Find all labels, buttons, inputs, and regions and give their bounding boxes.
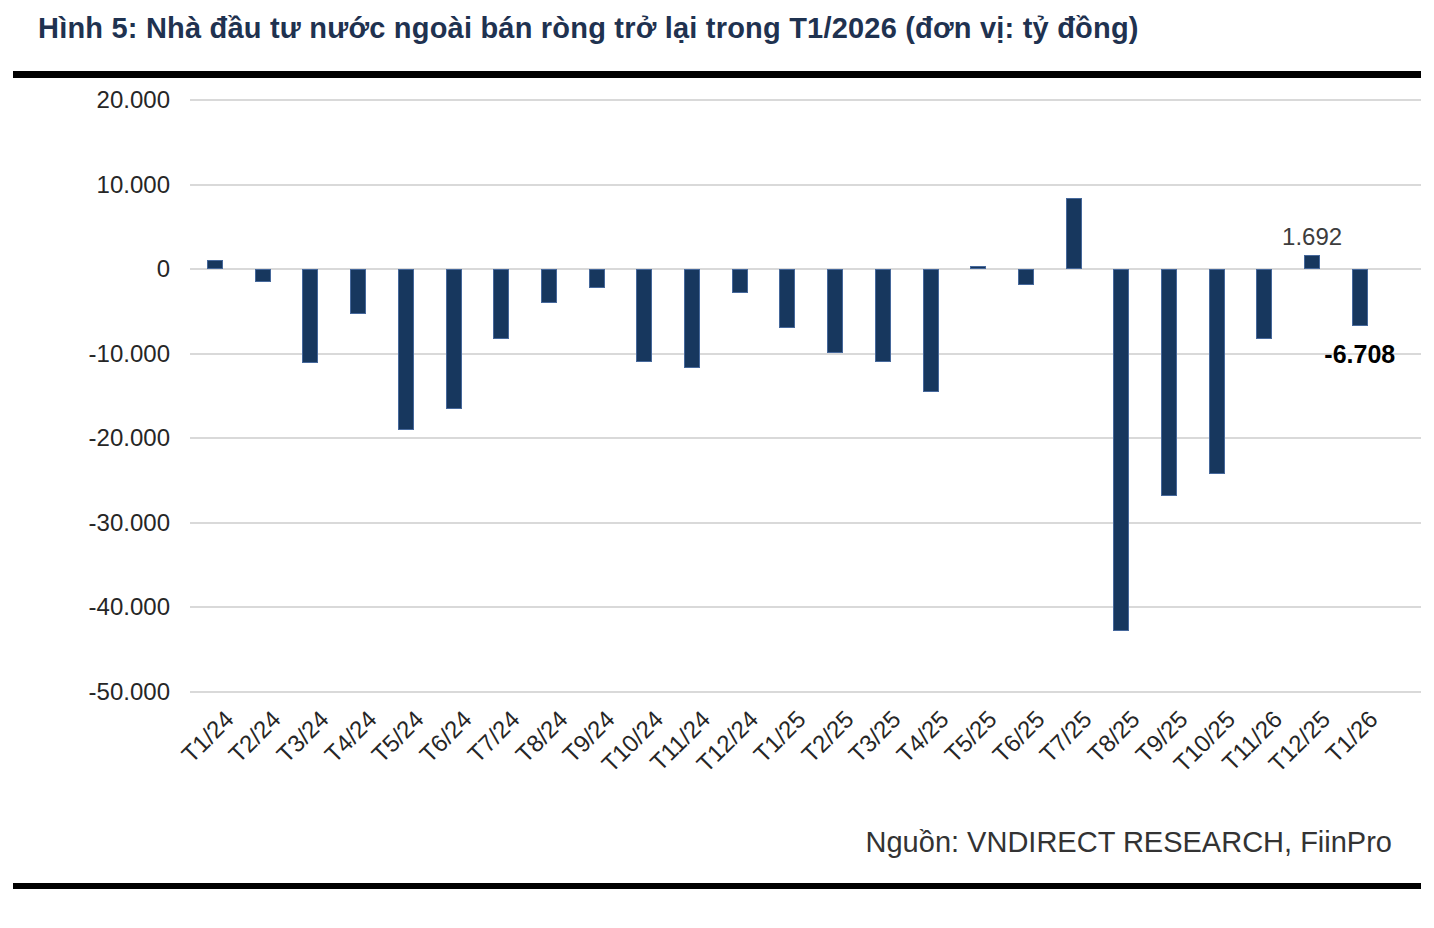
bar-T1/25[interactable] [779, 269, 795, 328]
bar-T12/24[interactable] [732, 269, 748, 293]
bar-T5/25[interactable] [970, 266, 986, 269]
figure-title: Hình 5: Nhà đầu tư nước ngoài bán ròng t… [38, 12, 1139, 45]
gridline [190, 268, 1421, 270]
bar-T1/24[interactable] [207, 260, 223, 269]
gridline [190, 606, 1421, 608]
source-credit: Nguồn: VNDIRECT RESEARCH, FiinPro [866, 826, 1392, 859]
gridline [190, 522, 1421, 524]
x-axis-tick-label: T2/24 [224, 706, 286, 768]
foreign-net-flow-bar-chart: 20.000 10.000 0 -10.000 -20.000 -30.000 -40.00… [0, 78, 1434, 818]
y-axis-tick-label: 0 [20, 254, 170, 284]
gridline [190, 691, 1421, 693]
data-label-T1/26: -6.708 [1324, 340, 1395, 369]
bar-T4/25[interactable] [923, 269, 939, 392]
bar-T3/25[interactable] [875, 269, 891, 362]
bottom-divider [13, 883, 1421, 889]
bar-T4/24[interactable] [350, 269, 366, 314]
bar-T8/24[interactable] [541, 269, 557, 303]
bar-T10/24[interactable] [636, 269, 652, 362]
data-label-T12/25: 1.692 [1282, 223, 1342, 251]
bar-T8/25[interactable] [1113, 269, 1129, 631]
x-axis-tick-label: T4/24 [320, 706, 382, 768]
gridline [190, 184, 1421, 186]
top-divider [13, 71, 1421, 78]
y-axis-tick-label: -50.000 [20, 677, 170, 707]
figure-page: Hình 5: Nhà đầu tư nước ngoài bán ròng t… [0, 0, 1434, 928]
bar-T1/26[interactable] [1352, 269, 1368, 326]
y-axis-tick-label: -40.000 [20, 592, 170, 622]
y-axis-tick-label: -30.000 [20, 508, 170, 538]
y-axis-tick-label: -10.000 [20, 339, 170, 369]
bar-T6/24[interactable] [446, 269, 462, 409]
bar-T2/24[interactable] [255, 269, 271, 282]
bar-T3/24[interactable] [302, 269, 318, 363]
gridline [190, 99, 1421, 101]
gridline [190, 353, 1421, 355]
x-axis-tick-label: T1/24 [177, 706, 239, 768]
x-axis-tick-label: T7/25 [1035, 706, 1097, 768]
bar-T11/26[interactable] [1256, 269, 1272, 339]
x-axis-tick-label: T7/24 [463, 706, 525, 768]
bar-T10/25[interactable] [1209, 269, 1225, 474]
bar-T9/25[interactable] [1161, 269, 1177, 496]
x-axis-tick-label: T2/25 [797, 706, 859, 768]
x-axis-tick-label: T8/24 [511, 706, 573, 768]
bar-T12/25[interactable] [1304, 255, 1320, 269]
y-axis-tick-label: 20.000 [20, 85, 170, 115]
x-axis-tick-label: T3/24 [272, 706, 334, 768]
x-axis-tick-label: T4/25 [892, 706, 954, 768]
bar-T9/24[interactable] [589, 269, 605, 288]
x-axis-tick-label: T6/24 [415, 706, 477, 768]
gridline [190, 437, 1421, 439]
bar-T11/24[interactable] [684, 269, 700, 368]
y-axis-tick-label: 10.000 [20, 170, 170, 200]
x-axis-tick-label: T5/24 [367, 706, 429, 768]
bar-T6/25[interactable] [1018, 269, 1034, 285]
x-axis-tick-label: T5/25 [940, 706, 1002, 768]
x-axis-tick-label: T6/25 [988, 706, 1050, 768]
bar-T2/25[interactable] [827, 269, 843, 353]
x-axis-tick-label: T3/25 [844, 706, 906, 768]
x-axis-tick-label: T1/25 [749, 706, 811, 768]
x-axis-tick-label: T1/26 [1321, 706, 1383, 768]
bar-T5/24[interactable] [398, 269, 414, 430]
bar-T7/25[interactable] [1066, 198, 1082, 269]
x-axis-tick-label: T8/25 [1083, 706, 1145, 768]
y-axis-tick-label: -20.000 [20, 423, 170, 453]
bar-T7/24[interactable] [493, 269, 509, 339]
